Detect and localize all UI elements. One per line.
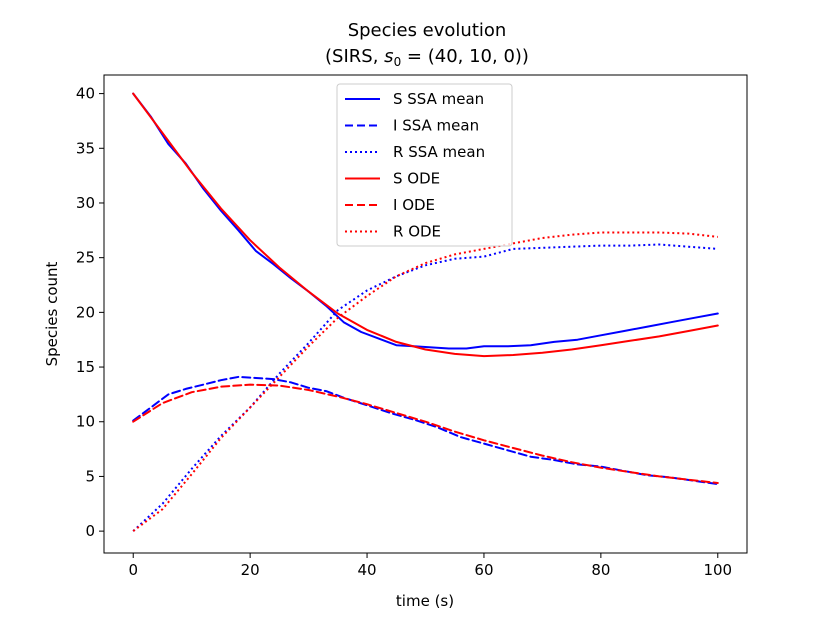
y-axis-label: Species count — [43, 261, 61, 366]
series-line-s-ode — [132, 92, 719, 358]
plot-frame — [103, 74, 748, 554]
title-line2-prefix: (SIRS, — [325, 46, 384, 67]
series-layer — [132, 92, 719, 532]
y-tick-label: 15 — [76, 358, 95, 376]
title-line2-var: s — [384, 46, 393, 67]
y-tick-label: 40 — [76, 85, 95, 103]
y-tick-label: 20 — [76, 303, 95, 321]
legend-label: I SSA mean — [393, 117, 479, 135]
y-tick-label: 30 — [76, 194, 95, 212]
series-line-r-ssa-mean — [132, 243, 718, 532]
x-tick-label: 20 — [241, 561, 260, 579]
legend-frame — [336, 83, 513, 247]
x-tick-label: 60 — [474, 561, 493, 579]
legend: S SSA mean I SSA mean R SSA mean S ODE I ODE… — [336, 83, 513, 247]
title-line2-suffix: = (40, 10, 0)) — [401, 46, 529, 67]
legend-label: I ODE — [393, 196, 435, 214]
y-tick-label: 25 — [76, 249, 95, 267]
legend-label: R SSA mean — [393, 143, 485, 161]
x-axis-label: time (s) — [396, 592, 454, 610]
x-tick-label: 40 — [357, 561, 376, 579]
ticks-layer: 0 20 40 60 80 100 0 5 10 15 20 25 30 35 40 — [76, 85, 732, 579]
x-tick-label: 100 — [703, 561, 732, 579]
x-tick-label: 0 — [128, 561, 138, 579]
x-tick-label: 80 — [591, 561, 610, 579]
legend-label: R ODE — [393, 223, 441, 241]
series-line-i-ssa-mean — [132, 375, 719, 486]
chart-title-line2: (SIRS, s0 = (40, 10, 0)) — [325, 46, 529, 69]
title-line2-sub: 0 — [394, 55, 402, 69]
y-tick-label: 5 — [85, 467, 95, 485]
y-tick-label: 35 — [76, 139, 95, 157]
legend-label: S SSA mean — [393, 90, 484, 108]
series-line-r-ode — [132, 231, 718, 532]
y-tick-label: 10 — [76, 413, 95, 431]
chart-title-line1: Species evolution — [348, 20, 507, 41]
y-tick-label: 0 — [85, 522, 95, 540]
series-line-i-ode — [132, 383, 719, 484]
legend-label: S ODE — [393, 170, 440, 188]
series-line-s-ssa-mean — [132, 92, 719, 350]
